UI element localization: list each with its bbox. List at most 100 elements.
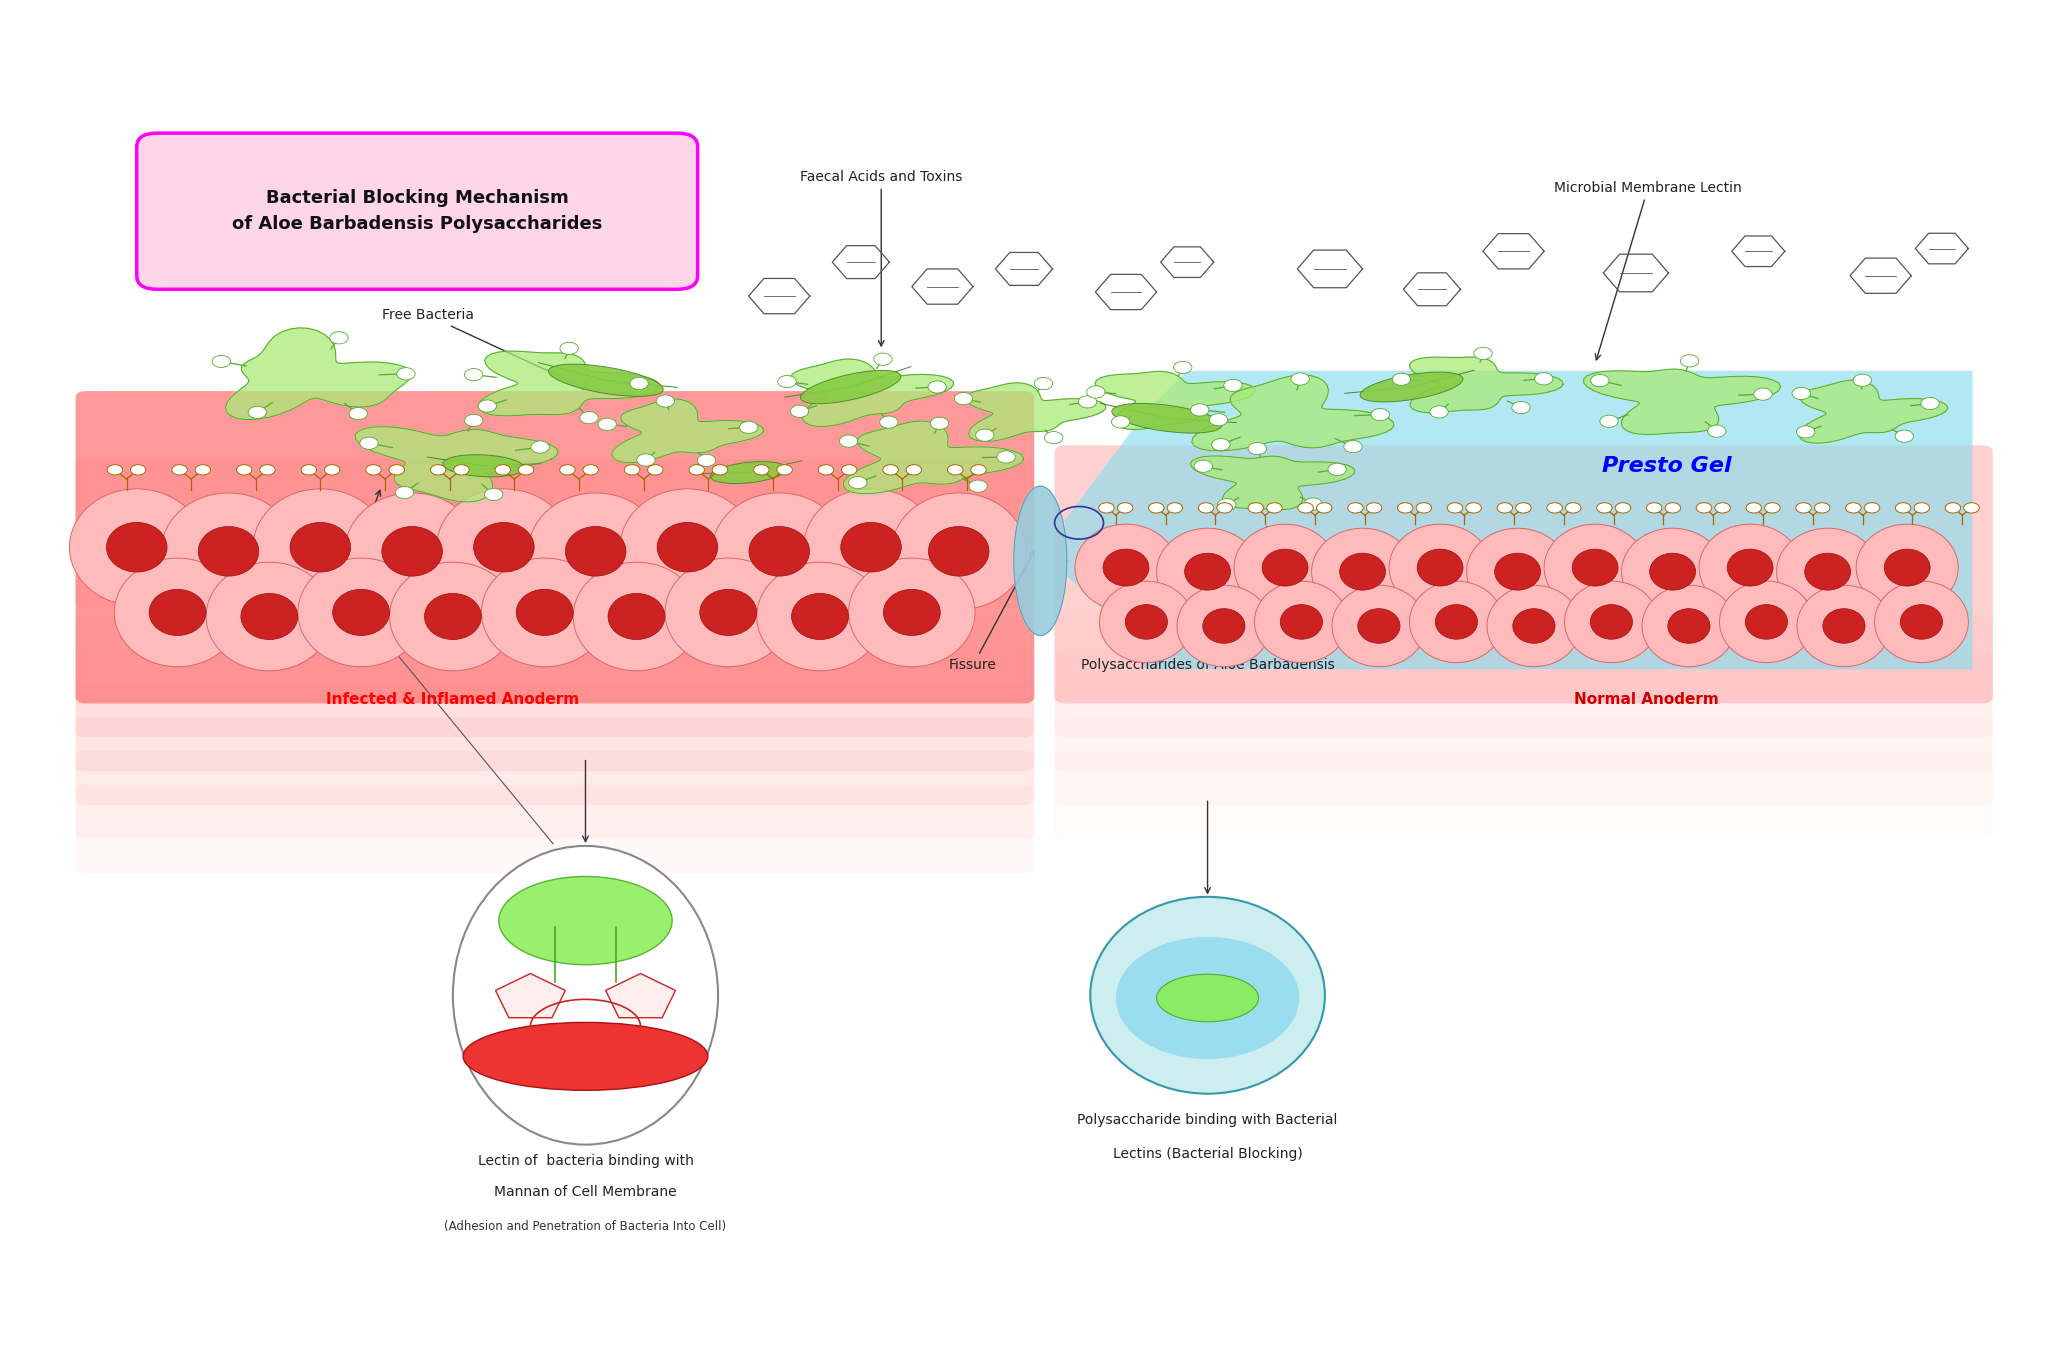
- Circle shape: [1511, 402, 1530, 414]
- Polygon shape: [1065, 370, 1972, 669]
- Ellipse shape: [1874, 581, 1968, 663]
- Circle shape: [1397, 503, 1413, 514]
- Ellipse shape: [848, 559, 975, 667]
- FancyBboxPatch shape: [1055, 649, 1993, 738]
- FancyBboxPatch shape: [76, 649, 1034, 738]
- Ellipse shape: [1112, 403, 1223, 433]
- Ellipse shape: [150, 589, 207, 635]
- Polygon shape: [612, 399, 764, 463]
- Circle shape: [1098, 503, 1114, 514]
- Text: Mannan of Cell Membrane: Mannan of Cell Membrane: [494, 1186, 676, 1199]
- Ellipse shape: [621, 489, 756, 605]
- Ellipse shape: [803, 489, 938, 605]
- Circle shape: [848, 477, 866, 489]
- Circle shape: [1174, 362, 1192, 373]
- Ellipse shape: [115, 559, 242, 667]
- Circle shape: [348, 407, 367, 419]
- Ellipse shape: [1591, 605, 1632, 639]
- Polygon shape: [1798, 380, 1948, 443]
- Ellipse shape: [1495, 553, 1540, 590]
- Circle shape: [1497, 503, 1513, 514]
- Circle shape: [1217, 499, 1235, 511]
- Circle shape: [1112, 415, 1130, 428]
- Circle shape: [1792, 388, 1810, 400]
- Ellipse shape: [1776, 529, 1878, 615]
- Text: Lectins (Bacterial Blocking): Lectins (Bacterial Blocking): [1112, 1147, 1303, 1161]
- Ellipse shape: [883, 589, 940, 635]
- Circle shape: [842, 464, 856, 475]
- FancyBboxPatch shape: [76, 459, 1034, 608]
- Polygon shape: [967, 382, 1106, 441]
- Ellipse shape: [106, 522, 168, 572]
- Circle shape: [1348, 503, 1364, 514]
- Ellipse shape: [842, 522, 901, 572]
- Circle shape: [1565, 503, 1581, 514]
- Circle shape: [248, 406, 266, 418]
- Polygon shape: [1583, 369, 1780, 434]
- Ellipse shape: [1436, 605, 1477, 639]
- Circle shape: [883, 464, 899, 475]
- Ellipse shape: [928, 526, 989, 576]
- Ellipse shape: [1573, 549, 1618, 586]
- Ellipse shape: [1700, 525, 1800, 611]
- Ellipse shape: [1178, 585, 1272, 667]
- Text: Presto Gel: Presto Gel: [1602, 456, 1731, 475]
- Ellipse shape: [389, 563, 516, 671]
- Ellipse shape: [711, 462, 786, 484]
- Circle shape: [1217, 503, 1233, 514]
- Circle shape: [1599, 415, 1618, 428]
- Circle shape: [1087, 385, 1106, 398]
- Circle shape: [389, 464, 406, 475]
- FancyBboxPatch shape: [1055, 445, 1993, 703]
- Text: Cell Membrane Mannans: Cell Membrane Mannans: [250, 490, 420, 619]
- Circle shape: [1714, 503, 1731, 514]
- Ellipse shape: [162, 493, 295, 609]
- Circle shape: [647, 464, 664, 475]
- Ellipse shape: [297, 559, 424, 667]
- Circle shape: [874, 352, 893, 365]
- Circle shape: [948, 464, 963, 475]
- Ellipse shape: [750, 526, 809, 576]
- Ellipse shape: [1339, 553, 1386, 590]
- Circle shape: [172, 464, 186, 475]
- Circle shape: [453, 464, 469, 475]
- Ellipse shape: [1090, 897, 1325, 1094]
- Ellipse shape: [1651, 553, 1696, 590]
- Circle shape: [1546, 503, 1563, 514]
- Ellipse shape: [1255, 581, 1348, 663]
- Circle shape: [1327, 463, 1346, 475]
- Ellipse shape: [1544, 525, 1647, 611]
- Ellipse shape: [1262, 549, 1309, 586]
- Circle shape: [997, 451, 1016, 463]
- Ellipse shape: [254, 489, 387, 605]
- Circle shape: [1317, 503, 1331, 514]
- Circle shape: [655, 395, 674, 407]
- Circle shape: [1815, 503, 1831, 514]
- Circle shape: [1853, 374, 1872, 387]
- Circle shape: [778, 376, 797, 388]
- Circle shape: [1034, 377, 1053, 389]
- Ellipse shape: [1409, 581, 1503, 663]
- Circle shape: [1475, 347, 1493, 359]
- Circle shape: [1198, 503, 1214, 514]
- Ellipse shape: [1235, 525, 1335, 611]
- Ellipse shape: [344, 493, 479, 609]
- Ellipse shape: [1726, 549, 1774, 586]
- Circle shape: [598, 418, 616, 430]
- FancyBboxPatch shape: [76, 615, 1034, 703]
- Ellipse shape: [1466, 529, 1569, 615]
- Circle shape: [739, 421, 758, 433]
- Polygon shape: [844, 421, 1024, 493]
- Circle shape: [631, 377, 649, 389]
- Polygon shape: [354, 426, 559, 501]
- Ellipse shape: [473, 522, 535, 572]
- Circle shape: [584, 464, 598, 475]
- FancyBboxPatch shape: [76, 785, 1034, 873]
- Ellipse shape: [1358, 609, 1401, 643]
- Circle shape: [1681, 355, 1698, 367]
- Circle shape: [195, 464, 211, 475]
- Polygon shape: [1192, 374, 1395, 451]
- Circle shape: [713, 464, 727, 475]
- Polygon shape: [791, 359, 954, 426]
- Circle shape: [1415, 503, 1432, 514]
